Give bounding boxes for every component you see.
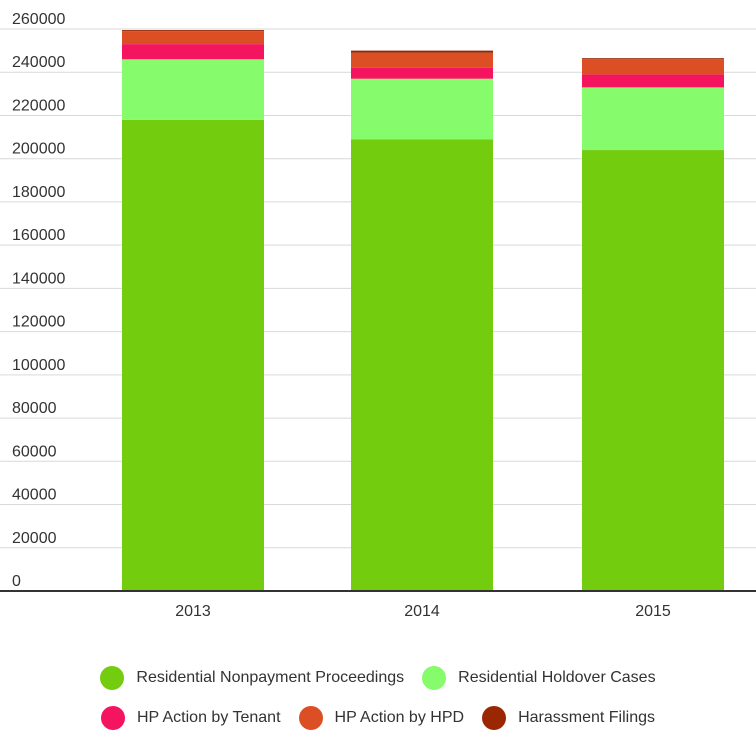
- x-axis-tick-labels: 2013 2014 2015: [175, 603, 671, 620]
- bars: [122, 30, 724, 592]
- legend-label: Residential Nonpayment Proceedings: [136, 669, 405, 686]
- y-tick-label: 60000: [12, 443, 57, 460]
- legend-item-hp-action-tenant[interactable]: HP Action by Tenant: [101, 706, 281, 730]
- legend-item-hp-action-hpd[interactable]: HP Action by HPD: [298, 706, 465, 730]
- y-tick-label: 240000: [12, 54, 65, 71]
- bar-segment[interactable]: [582, 74, 724, 88]
- stacked-bar-chart: 0 20000 40000 60000 80000 100000 120000 140000 1…: [0, 11, 756, 620]
- legend-label: HP Action by HPD: [334, 709, 465, 726]
- legend-row-2: HP Action by Tenant HP Action by HPD Har…: [0, 698, 756, 738]
- y-tick-label: 200000: [12, 141, 65, 158]
- bar-segment[interactable]: [351, 67, 493, 79]
- legend-label: HP Action by Tenant: [137, 709, 281, 726]
- y-tick-label: 180000: [12, 184, 65, 201]
- bar-segment[interactable]: [582, 87, 724, 151]
- bar-segment[interactable]: [582, 59, 724, 75]
- bar-segment[interactable]: [351, 52, 493, 68]
- legend-item-residential-holdover[interactable]: Residential Holdover Cases: [422, 666, 656, 690]
- x-tick-label: 2015: [635, 603, 671, 620]
- bar-segment[interactable]: [122, 59, 264, 120]
- bar-segment[interactable]: [351, 139, 493, 591]
- legend-row-1: Residential Nonpayment Proceedings Resid…: [0, 658, 756, 698]
- legend: Residential Nonpayment Proceedings Resid…: [0, 658, 756, 738]
- bar-segment[interactable]: [582, 150, 724, 592]
- legend-swatch: [482, 706, 507, 730]
- bar-segment[interactable]: [122, 44, 264, 60]
- y-tick-label: 160000: [12, 227, 65, 244]
- legend-item-harassment-filings[interactable]: Harassment Filings: [482, 706, 655, 730]
- y-tick-label: 20000: [12, 530, 57, 547]
- legend-swatch: [101, 706, 125, 730]
- y-tick-label: 80000: [12, 400, 57, 417]
- legend-swatch: [422, 666, 447, 690]
- legend-item-residential-nonpayment[interactable]: Residential Nonpayment Proceedings: [100, 666, 404, 690]
- y-tick-label: 0: [12, 573, 21, 590]
- bar-segment[interactable]: [122, 31, 264, 45]
- bar-segment[interactable]: [351, 50, 493, 53]
- y-tick-label: 220000: [12, 97, 65, 114]
- legend-label: Harassment Filings: [518, 709, 655, 726]
- legend-swatch: [100, 666, 125, 690]
- x-tick-label: 2013: [175, 603, 211, 620]
- bar-segment[interactable]: [122, 30, 264, 32]
- x-tick-label: 2014: [404, 603, 440, 620]
- bar-segment[interactable]: [351, 78, 493, 140]
- legend-label: Residential Holdover Cases: [458, 669, 656, 686]
- bar-segment[interactable]: [122, 119, 264, 592]
- y-tick-label: 260000: [12, 11, 65, 28]
- y-axis-tick-labels: 0 20000 40000 60000 80000 100000 120000 140000 1…: [12, 11, 65, 590]
- y-tick-label: 120000: [12, 314, 65, 331]
- y-tick-label: 140000: [12, 270, 65, 287]
- y-tick-label: 40000: [12, 487, 57, 504]
- legend-swatch: [298, 706, 323, 730]
- y-tick-label: 100000: [12, 357, 65, 374]
- bar-segment[interactable]: [582, 58, 724, 60]
